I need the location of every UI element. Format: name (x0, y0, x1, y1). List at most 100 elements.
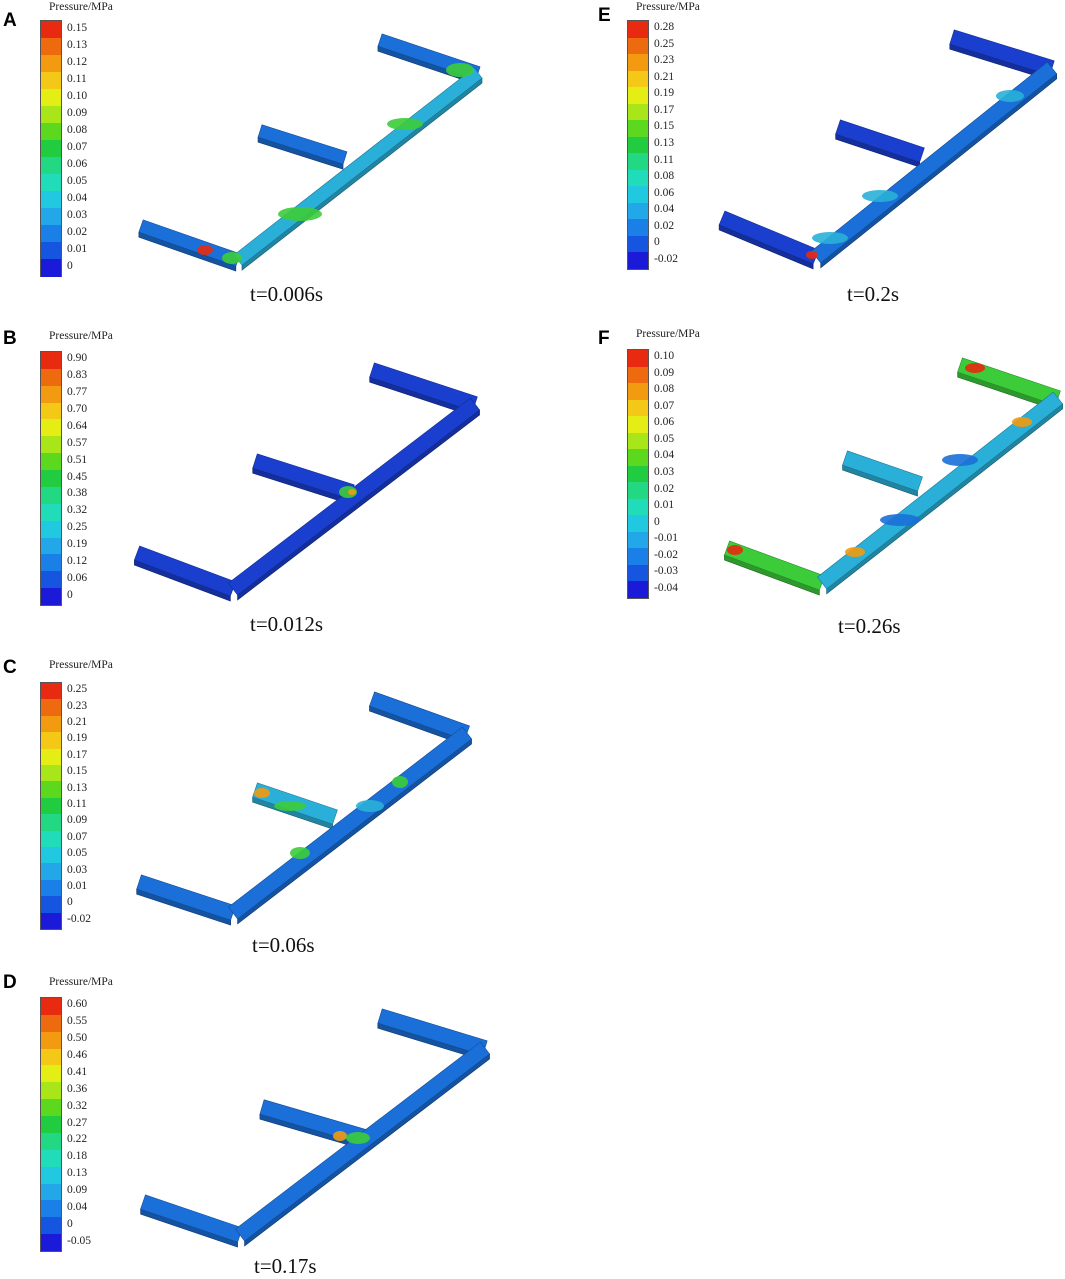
legend-swatch (628, 399, 648, 417)
legend-swatch (628, 87, 648, 105)
legend-swatch (41, 1183, 61, 1201)
pressure-hotspot (278, 207, 322, 221)
legend-swatch (41, 208, 61, 226)
legend-swatch (41, 106, 61, 124)
legend-label: 0.11 (67, 72, 87, 85)
legend-swatch (41, 554, 61, 572)
legend-label: 0.17 (67, 748, 88, 761)
legend-swatch (41, 38, 61, 56)
legend-label: 0.04 (67, 1200, 88, 1213)
legend-swatch (41, 89, 61, 107)
legend-label: 0 (654, 236, 660, 249)
legend-label: 0.07 (67, 830, 88, 843)
pressure-hotspot (254, 788, 270, 798)
legend-swatch (41, 1031, 61, 1050)
legend-label: 0.19 (67, 732, 88, 745)
legend-swatch (628, 416, 648, 434)
legend-swatch (628, 564, 648, 582)
legend-label: 0.02 (654, 482, 675, 495)
legend-title: Pressure/MPa (49, 659, 113, 671)
legend-swatch (628, 37, 648, 55)
legend-swatch (628, 120, 648, 138)
pipe-segment-top (228, 726, 472, 920)
legend-swatch (41, 1082, 61, 1100)
pressure-legend (40, 351, 62, 606)
legend-label: 0.70 (67, 403, 88, 416)
legend-swatch (628, 202, 648, 220)
pressure-hotspot (387, 118, 423, 130)
legend-swatch (628, 581, 648, 599)
time-caption: t=0.2s (847, 282, 900, 306)
legend-swatch (628, 515, 648, 533)
pipe-segment-top (949, 29, 1055, 76)
legend-label: 0.21 (654, 70, 675, 83)
legend-label: 0.06 (654, 186, 675, 199)
legend-label: 0.04 (654, 449, 675, 462)
legend-label: 0.10 (654, 350, 675, 363)
legend-label: 0.19 (67, 537, 88, 550)
legend-label: 0.04 (654, 203, 675, 216)
legend-swatch (41, 912, 61, 930)
legend-label: -0.03 (654, 565, 678, 578)
time-caption: t=0.26s (838, 614, 901, 638)
legend-swatch (41, 385, 61, 404)
legend-swatch (41, 879, 61, 897)
panel-letter: A (3, 10, 17, 31)
legend-label: 0.13 (654, 137, 675, 149)
legend-swatch (41, 259, 61, 277)
legend-label: 0.45 (67, 470, 88, 483)
legend-label: 0.09 (654, 366, 675, 379)
legend-swatch (41, 520, 61, 539)
legend-title: Pressure/MPa (49, 1, 113, 13)
legend-label: 0.06 (67, 571, 88, 584)
pipe-segment-top (842, 450, 923, 492)
pressure-hotspot (290, 847, 310, 859)
legend-label: 0.05 (654, 432, 675, 445)
legend-label: 0.13 (67, 781, 88, 794)
pressure-hotspot (806, 251, 818, 259)
legend-label: 0.11 (67, 798, 87, 810)
legend-label: 0 (67, 896, 73, 909)
legend-label: 0.01 (67, 242, 88, 255)
legend-label: 0.09 (67, 814, 88, 827)
panel-letter: B (3, 328, 17, 349)
legend-label: 0.50 (67, 1032, 88, 1045)
legend-swatch (628, 136, 648, 154)
pipe-segment-top (835, 119, 925, 163)
legend-label: 0.27 (67, 1116, 88, 1129)
legend-swatch (41, 123, 61, 141)
legend-label: 0.55 (67, 1015, 88, 1028)
legend-swatch (628, 21, 648, 39)
legend-swatch (41, 537, 61, 555)
legend-swatch (41, 21, 61, 39)
legend-label: 0 (67, 588, 73, 601)
legend-swatch (41, 1048, 61, 1066)
legend-label: 0.23 (67, 699, 88, 712)
legend-swatch (41, 470, 61, 488)
legend-swatch (41, 225, 61, 243)
legend-swatch (41, 191, 61, 209)
legend-label: -0.02 (654, 252, 678, 265)
legend-label: 0.03 (654, 466, 675, 478)
legend-label: 0.77 (67, 386, 88, 399)
legend-label: 0.15 (654, 120, 675, 133)
legend-label: 0.08 (67, 123, 88, 136)
legend-label: 0.08 (654, 170, 675, 183)
pressure-legend (40, 997, 62, 1252)
legend-label: 0.25 (67, 683, 88, 696)
legend-swatch (41, 419, 61, 437)
pressure-hotspot (446, 63, 474, 77)
legend-title: Pressure/MPa (49, 976, 113, 988)
pressure-hotspot (942, 454, 978, 466)
pressure-hotspot (880, 514, 920, 526)
legend-swatch (628, 219, 648, 237)
legend-label: 0.90 (67, 352, 88, 365)
legend-swatch (41, 732, 61, 750)
legend-swatch (628, 531, 648, 549)
legend-label: 0.15 (67, 21, 88, 34)
legend-label: 0.64 (67, 419, 88, 432)
legend-swatch (41, 503, 61, 522)
